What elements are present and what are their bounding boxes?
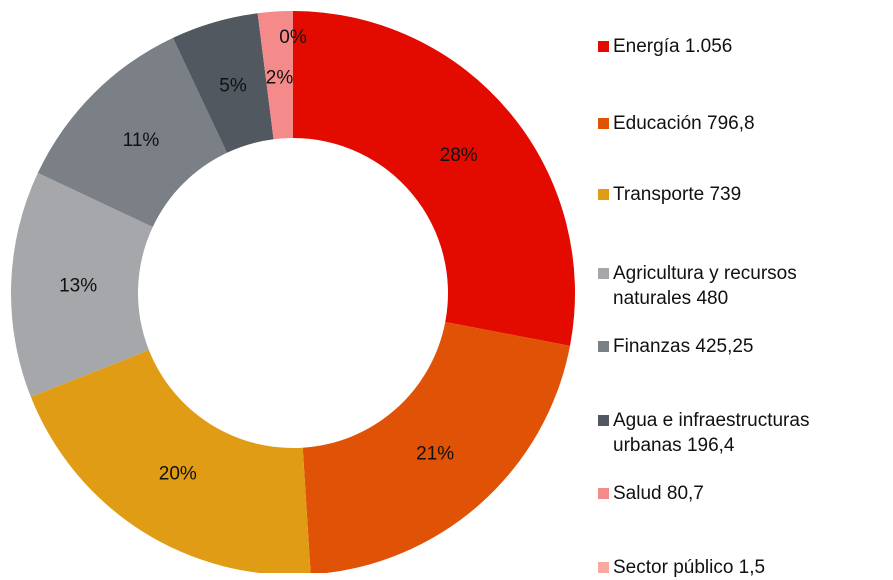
legend-item: Educación 796,8 (598, 111, 893, 136)
legend-swatch (598, 341, 609, 352)
legend-swatch (598, 41, 609, 52)
chart: 28% 21% 20% 13% 11% 5% 2% 0% (11, 11, 575, 573)
legend-item: Sector público 1,5 (598, 555, 893, 580)
donut-slice (302, 322, 571, 573)
data-label: 5% (219, 76, 247, 97)
legend-label: Transporte 739 (613, 184, 742, 205)
legend-item: Agua e infraestructuras urbanas 196,4 (598, 408, 893, 458)
legend-swatch (598, 415, 609, 426)
donut-slice (11, 172, 153, 397)
data-label: 13% (59, 275, 97, 296)
legend-swatch (598, 562, 609, 573)
donut-slice (172, 13, 274, 153)
legend-label: Educación 796,8 (613, 113, 755, 134)
legend-item: Transporte 739 (598, 182, 893, 207)
legend-swatch (598, 118, 609, 129)
legend-swatch (598, 189, 609, 200)
data-label: 11% (123, 130, 160, 151)
legend-label: Salud 80,7 (613, 483, 704, 504)
legend-item: Finanzas 425,25 (598, 334, 893, 359)
legend-label: Energía 1.056 (613, 36, 733, 57)
data-label: 0% (279, 27, 307, 48)
donut-slice (30, 350, 311, 573)
legend-item: Energía 1.056 (598, 34, 893, 59)
data-label: 2% (266, 67, 294, 88)
legend-item: Agricultura y recursos naturales 480 (598, 261, 893, 311)
legend-label: Sector público 1,5 (613, 557, 766, 578)
legend-label: Agua e infraestructuras urbanas 196,4 (613, 410, 810, 456)
donut-slice (257, 11, 293, 140)
legend-item: Salud 80,7 (598, 481, 893, 506)
legend-label: Finanzas 425,25 (613, 336, 754, 357)
legend-swatch (598, 268, 609, 279)
data-label: 21% (416, 443, 454, 464)
legend-swatch (598, 488, 609, 499)
data-label: 20% (159, 464, 197, 485)
donut-slice (293, 11, 575, 346)
data-label: 28% (440, 145, 478, 166)
legend-label: Agricultura y recursos naturales 480 (613, 263, 797, 309)
donut-slice (37, 37, 228, 228)
